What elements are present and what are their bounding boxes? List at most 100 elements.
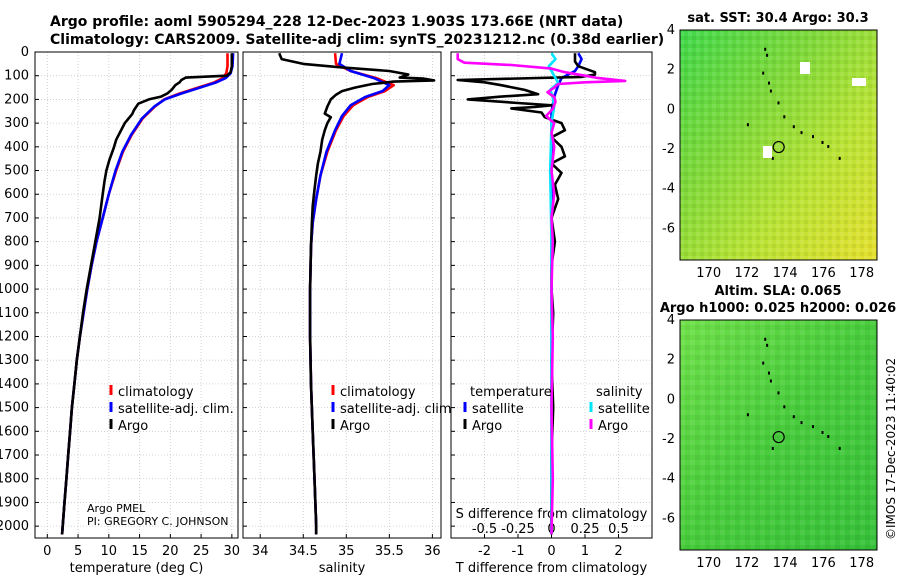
sla-island-marker <box>827 435 830 438</box>
difference-axis-label: T difference from climatology <box>455 561 648 576</box>
sst-island-marker <box>821 141 824 144</box>
sst-lon-tick-label: 176 <box>811 266 836 281</box>
sla-island-marker <box>800 421 803 425</box>
temperature-x-tick-label: 0 <box>43 544 51 559</box>
sla-map: 4 2 0 -2 -4 -6 170 172 174 176 178 <box>662 313 878 571</box>
sla-island-marker <box>792 415 795 419</box>
salinity-x-tick-label: 35 <box>338 544 355 559</box>
sst-island-marker <box>769 89 772 93</box>
difference-panel: -2 -1 0 1 2-0.5 -0.25 0 0.25 0.5S difference fro… <box>450 51 653 576</box>
series-line-argo <box>278 52 436 535</box>
sla-lat-tick-label: -2 <box>662 432 675 447</box>
depth-tick-label: 600 <box>4 187 29 202</box>
depth-tick-label: 1900 <box>0 495 29 510</box>
depth-tick-label: 1400 <box>0 377 29 392</box>
sla-lat-tick-label: 0 <box>667 392 675 407</box>
sst-missing-data-patch <box>852 78 866 86</box>
sst-map-frame <box>679 29 878 261</box>
sla-lon-tick-label: 178 <box>849 556 874 571</box>
depth-tick-label: 1100 <box>0 306 29 321</box>
sla-island-marker <box>771 446 774 450</box>
sla-map-title-line2: Argo h1000: 0.025 h2000: 0.026 <box>660 301 896 316</box>
temperature-x-tick-label: 30 <box>224 544 241 559</box>
credits-line2: PI: GREGORY C. JOHNSON <box>87 515 228 528</box>
sla-island-marker <box>766 343 769 347</box>
temperature-axis-label: temperature (deg C) <box>70 561 204 576</box>
temperature-legend-label: climatology <box>118 385 194 400</box>
figure-title-line1: Argo profile: aoml 5905294_228 12-Dec-20… <box>50 14 624 30</box>
difference-legend-heading: salinity <box>596 385 643 400</box>
difference-x-tick-label: 0 <box>547 544 555 559</box>
salinity-x-tick-label: 34 <box>252 544 269 559</box>
sla-lat-tick-label: -4 <box>662 472 675 487</box>
timestamp: ©IMOS 17-Dec-2023 11:40:02 <box>884 358 898 540</box>
sla-island-marker <box>812 425 814 429</box>
salinity-legend-label: Argo <box>340 419 370 434</box>
difference-legend-label: satellite <box>598 402 650 417</box>
depth-tick-label: 0 <box>21 45 29 60</box>
depth-tick-label: 800 <box>4 235 29 250</box>
depth-tick-label: 700 <box>4 211 29 226</box>
sst-lat-tick-label: 4 <box>667 23 675 38</box>
temperature-x-tick-label: 20 <box>162 544 179 559</box>
sst-island-marker <box>746 123 749 127</box>
sst-lat-tick-label: -4 <box>662 182 675 197</box>
sst-lon-tick-label: 178 <box>849 266 874 281</box>
depth-tick-label: 200 <box>4 92 29 107</box>
salinity-panel: 34 34.5 35 35.5 36 salinity climatology satelli… <box>242 51 456 576</box>
salinity-axis-label: salinity <box>319 561 366 576</box>
series-line-salinity-argo <box>456 53 627 535</box>
difference-top-tick-label: 0.25 <box>571 522 600 537</box>
sst-island-marker <box>812 135 814 139</box>
depth-tick-label: 1200 <box>0 330 29 345</box>
depth-tick-label: 100 <box>4 69 29 84</box>
sla-argo-location-marker <box>772 430 785 444</box>
sst-island-marker <box>800 131 803 135</box>
sla-lat-tick-label: 2 <box>667 353 675 368</box>
sst-map-title: sat. SST: 30.4 Argo: 30.3 <box>687 11 868 26</box>
depth-tick-label: 1600 <box>0 424 29 439</box>
credits-line1: Argo PMEL <box>87 502 146 515</box>
sst-island-marker <box>792 125 795 129</box>
sla-island-marker <box>762 361 765 365</box>
series-line-argo <box>60 53 234 535</box>
sst-island-marker <box>764 47 767 51</box>
sla-island-marker <box>768 371 770 375</box>
sst-lon-tick-label: 174 <box>773 266 798 281</box>
difference-top-tick-label: -0.5 <box>472 522 497 537</box>
sst-island-marker <box>762 71 765 75</box>
depth-tick-label: 1800 <box>0 472 29 487</box>
sst-island-marker <box>768 81 770 85</box>
difference-top-tick-label: 0.5 <box>608 522 629 537</box>
sla-lon-tick-label: 172 <box>734 556 759 571</box>
difference-top-tick-label: -0.25 <box>501 522 535 537</box>
sst-lon-tick-label: 170 <box>696 266 721 281</box>
difference-legend-label: Argo <box>598 419 628 434</box>
salinity-x-tick-label: 34.5 <box>289 544 318 559</box>
sst-island-marker <box>838 156 841 160</box>
temperature-x-tick-label: 15 <box>131 544 148 559</box>
difference-frame <box>450 51 653 539</box>
sla-island-marker <box>821 431 824 434</box>
sla-map-frame <box>679 319 878 551</box>
sst-lon-tick-label: 172 <box>734 266 759 281</box>
salinity-plot-area <box>243 52 441 538</box>
sst-lat-tick-label: -2 <box>662 142 675 157</box>
temperature-x-tick-label: 5 <box>74 544 82 559</box>
sst-lat-tick-label: -6 <box>662 221 675 236</box>
sst-map: 4 2 0 -2 -4 -6 170 172 174 176 178 <box>662 23 878 281</box>
salinity-legend-label: satellite-adj. clim. <box>340 402 456 417</box>
sla-lat-tick-label: -6 <box>662 511 675 526</box>
salinity-frame <box>242 51 442 539</box>
difference-x-tick-label: -2 <box>478 544 491 559</box>
sla-island-marker <box>777 391 780 395</box>
sla-island-marker <box>746 413 749 417</box>
sla-map-title-line1: Altim. SLA: 0.065 <box>715 284 842 299</box>
sst-missing-data-patch <box>763 146 772 158</box>
sst-lat-tick-label: 2 <box>667 63 675 78</box>
sla-lon-tick-label: 176 <box>811 556 836 571</box>
temperature-x-tick-label: 10 <box>101 544 118 559</box>
figure-title-line2: Climatology: CARS2009. Satellite-adj cli… <box>50 32 665 48</box>
sla-lat-tick-label: 4 <box>667 313 675 328</box>
depth-tick-label: 1500 <box>0 401 29 416</box>
